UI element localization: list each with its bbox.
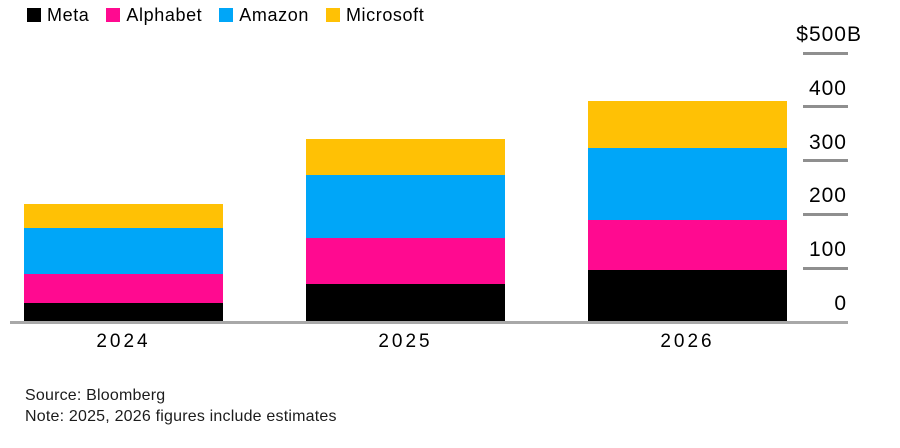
segment-2026-alphabet (588, 219, 787, 270)
segment-2026-meta (588, 269, 787, 322)
legend-label: Microsoft (345, 5, 425, 25)
legend-item-microsoft: Microsoft (325, 5, 425, 25)
legend-swatch-alphabet (106, 8, 121, 22)
segment-2026-microsoft (588, 101, 787, 149)
legend-item-meta: Meta (27, 6, 89, 24)
y-axis-tick-300 (803, 159, 848, 163)
bar-2024 (24, 203, 223, 322)
x-axis-line (10, 321, 848, 324)
segment-2025-microsoft (306, 139, 505, 176)
legend-item-alphabet: Alphabet (106, 6, 202, 24)
bar-2025 (306, 139, 505, 322)
y-axis-label-300: 300 (808, 130, 847, 154)
bar-2026 (588, 101, 787, 322)
legend-label: Amazon (239, 5, 309, 25)
x-axis-label-2026: 2026 (660, 331, 715, 352)
segment-2025-amazon (306, 175, 505, 239)
legend-label: Alphabet (126, 5, 203, 25)
segment-2024-meta (24, 303, 223, 322)
y-axis-tick-100 (803, 266, 848, 270)
chart-footer: Source: Bloomberg Note: 2025, 2026 figur… (25, 386, 337, 427)
y-axis-label-100: 100 (808, 238, 847, 262)
y-axis-label-400: 400 (808, 76, 847, 100)
y-axis-tick-200 (803, 212, 848, 216)
segment-2025-alphabet (306, 238, 505, 285)
y-axis-label-500: $500B (796, 23, 862, 46)
legend-swatch-amazon (219, 8, 234, 22)
segment-2024-alphabet (24, 274, 223, 304)
segment-2026-amazon (588, 148, 787, 220)
segment-2024-amazon (24, 227, 223, 275)
legend-swatch-microsoft (325, 8, 340, 22)
legend-swatch-meta (27, 8, 41, 22)
y-axis-tick-500 (803, 51, 848, 55)
note-text: Note: 2025, 2026 figures include estimat… (25, 407, 337, 425)
x-axis-label-2024: 2024 (96, 331, 151, 352)
source-text: Source: Bloomberg (25, 387, 166, 404)
x-axis-label-2025: 2025 (378, 331, 433, 352)
legend-item-amazon: Amazon (219, 6, 309, 24)
y-axis-tick-400 (803, 105, 848, 109)
segment-2024-microsoft (24, 203, 223, 228)
y-axis-label-0: 0 (834, 292, 847, 315)
y-axis-label-200: 200 (808, 184, 847, 208)
segment-2025-meta (306, 284, 505, 322)
chart-legend: Meta Alphabet Amazon Microsoft (27, 6, 424, 24)
legend-label: Meta (47, 5, 90, 25)
